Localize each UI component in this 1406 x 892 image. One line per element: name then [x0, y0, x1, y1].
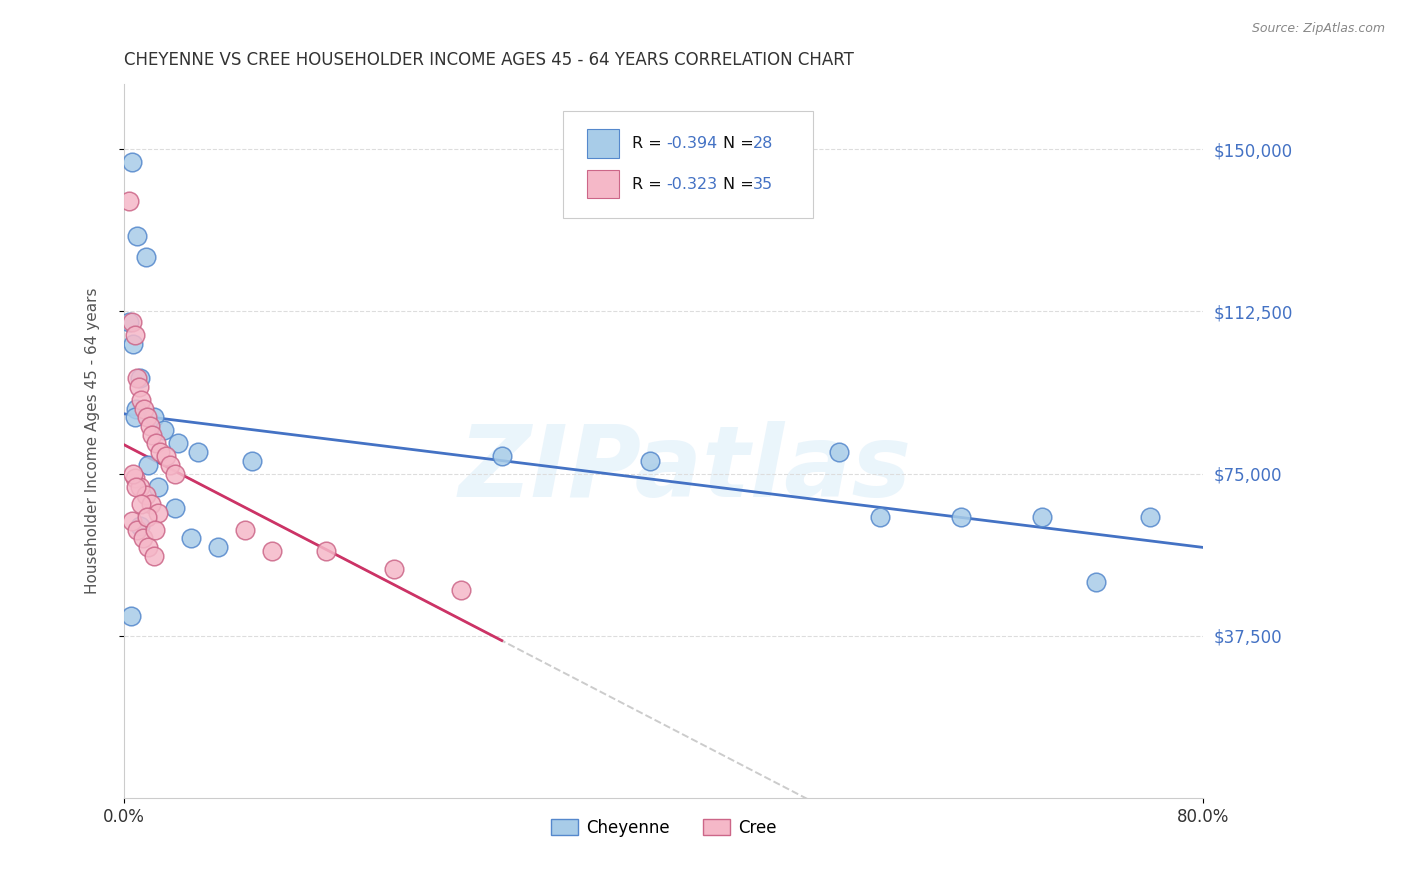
Point [638, 453, 661, 467]
Text: CHEYENNE VS CREE HOUSEHOLDER INCOME AGES 45 - 64 YEARS CORRELATION CHART: CHEYENNE VS CREE HOUSEHOLDER INCOME AGES… [124, 51, 853, 69]
Text: 35: 35 [754, 177, 773, 192]
Point [118, 194, 141, 208]
Point [124, 410, 146, 425]
Point [125, 401, 148, 416]
Point [146, 506, 169, 520]
Point [235, 523, 257, 537]
Point [136, 540, 159, 554]
Point [129, 518, 152, 533]
Point [240, 453, 263, 467]
Text: ZIPatlas: ZIPatlas [458, 421, 912, 518]
Point [136, 458, 159, 472]
Point [155, 450, 177, 464]
Point [121, 514, 143, 528]
Text: R =: R = [633, 136, 668, 151]
Point [124, 328, 146, 343]
Point [869, 509, 891, 524]
Point [129, 371, 152, 385]
Point [131, 392, 153, 407]
Point [129, 479, 152, 493]
Point [127, 228, 149, 243]
Point [134, 488, 156, 502]
Text: Source: ZipAtlas.com: Source: ZipAtlas.com [1251, 22, 1385, 36]
Point [315, 544, 337, 558]
Point [138, 419, 160, 434]
Point [134, 250, 156, 264]
Point [149, 445, 172, 459]
Point [165, 501, 187, 516]
Point [491, 450, 513, 464]
Text: R =: R = [633, 177, 668, 192]
Text: 28: 28 [754, 136, 773, 151]
Point [382, 562, 405, 576]
Y-axis label: Householder Income Ages 45 - 64 years: Householder Income Ages 45 - 64 years [86, 288, 100, 594]
Point [207, 540, 229, 554]
Point [180, 532, 202, 546]
Point [450, 583, 472, 598]
Point [131, 497, 153, 511]
Point [120, 609, 142, 624]
Point [153, 423, 176, 437]
Point [122, 467, 145, 481]
Point [262, 544, 284, 558]
Point [135, 410, 157, 425]
Point [127, 523, 149, 537]
Point [949, 509, 972, 524]
Point [1084, 574, 1107, 589]
Point [1031, 509, 1053, 524]
Text: N =: N = [723, 136, 759, 151]
Point [142, 549, 165, 563]
Point [118, 315, 141, 329]
Legend: Cheyenne, Cree: Cheyenne, Cree [544, 812, 783, 843]
Point [159, 458, 181, 472]
Point [135, 509, 157, 524]
Text: -0.323: -0.323 [666, 177, 717, 192]
Point [128, 380, 150, 394]
Bar [588, 129, 620, 158]
Text: -0.394: -0.394 [666, 136, 717, 151]
FancyBboxPatch shape [564, 111, 813, 219]
Point [165, 467, 187, 481]
Point [139, 497, 162, 511]
Point [145, 436, 167, 450]
Point [146, 479, 169, 493]
Point [122, 336, 145, 351]
Point [828, 445, 851, 459]
Text: N =: N = [723, 177, 759, 192]
Point [142, 410, 165, 425]
Point [121, 155, 143, 169]
Point [124, 471, 146, 485]
Point [127, 371, 149, 385]
Point [121, 315, 143, 329]
Bar [588, 169, 620, 198]
Point [132, 532, 155, 546]
Point [187, 445, 209, 459]
Point [141, 427, 163, 442]
Point [134, 401, 156, 416]
Point [143, 523, 166, 537]
Point [1139, 509, 1161, 524]
Point [125, 479, 148, 493]
Point [167, 436, 190, 450]
